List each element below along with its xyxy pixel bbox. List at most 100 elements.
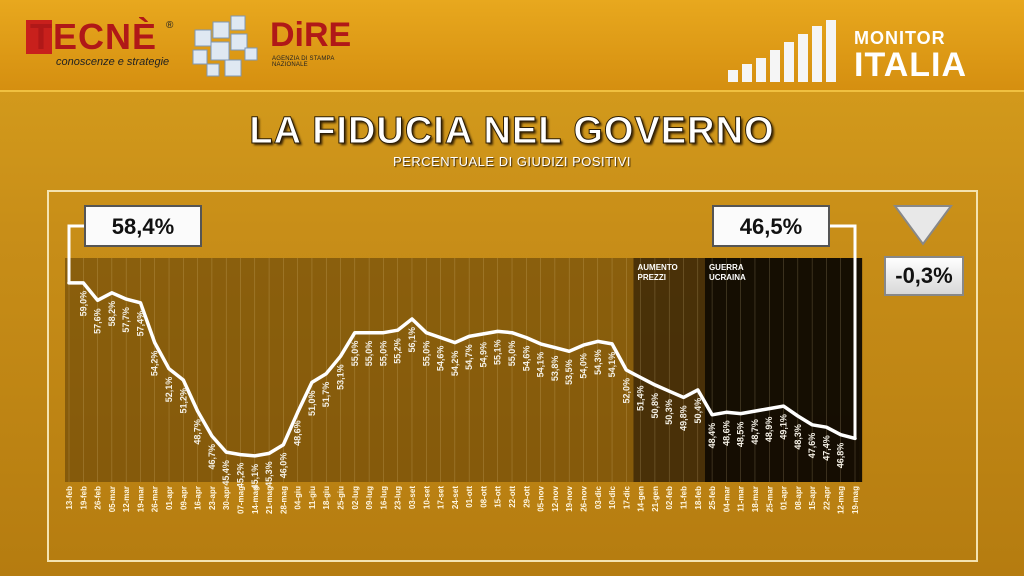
x-tick-label: 17-dic	[622, 485, 631, 509]
x-tick-label: 01-apr	[165, 486, 174, 510]
tecne-logo-subtitle: conoscenze e strategie	[56, 56, 170, 68]
x-tick-label: 14-gen	[637, 486, 646, 512]
x-tick-label: 01-ott	[465, 486, 474, 508]
chart-subtitle: PERCENTUALE DI GIUDIZI POSITIVI	[393, 154, 631, 169]
data-label: 55,1%	[493, 339, 503, 365]
x-tick-label: 19-nov	[565, 485, 574, 511]
data-label: 53,1%	[336, 364, 346, 390]
x-tick-label: 26-mar	[151, 486, 160, 512]
data-label: 52,1%	[164, 377, 174, 403]
data-label: 49,1%	[779, 414, 789, 440]
x-tick-label: 18-giu	[322, 486, 331, 510]
bar-chart-icon	[728, 20, 836, 82]
data-point	[367, 331, 371, 334]
data-point	[510, 331, 514, 334]
band-label-1: GUERRA	[709, 263, 744, 272]
data-point	[639, 376, 642, 379]
data-point	[567, 350, 571, 353]
data-label: 50,8%	[650, 393, 660, 419]
data-point	[124, 297, 128, 301]
data-label: 48,4%	[707, 423, 717, 449]
x-tick-label: 05-nov	[537, 485, 546, 511]
x-tick-label: 15-ott	[494, 486, 503, 508]
data-point	[582, 343, 585, 347]
x-tick-label: 09-lug	[365, 486, 374, 510]
data-point	[782, 404, 785, 408]
data-label: 59,0%	[78, 291, 88, 317]
x-tick-label: 04-mar	[722, 486, 731, 512]
data-point	[796, 414, 800, 418]
data-label: 45,4%	[221, 460, 231, 486]
data-label: 54,6%	[436, 346, 446, 372]
data-label: 48,7%	[193, 419, 203, 445]
x-tick-label: 19-feb	[79, 486, 88, 510]
x-tick-label: 28-mag	[279, 486, 288, 514]
data-point	[82, 281, 85, 285]
x-tick-label: 25-giu	[337, 486, 346, 510]
data-label: 48,6%	[293, 420, 303, 446]
x-tick-label: 04-giu	[294, 486, 303, 510]
data-label: 55,0%	[421, 341, 431, 367]
x-tick-label: 08-apr	[794, 486, 803, 510]
first-callout-leader	[67, 224, 85, 283]
x-tick-label: 13-feb	[65, 486, 74, 510]
data-label: 56,1%	[407, 327, 417, 353]
data-point	[453, 341, 457, 344]
data-point	[610, 342, 614, 346]
data-point	[525, 336, 528, 339]
data-label: 54,1%	[536, 352, 546, 378]
data-label: 51,7%	[321, 382, 331, 408]
x-tick-label: 16-lug	[379, 486, 388, 510]
data-label: 58,2%	[107, 301, 117, 327]
data-point	[739, 412, 742, 415]
dire-logo-text: DiRE	[270, 16, 352, 54]
data-label: 51,2%	[178, 388, 188, 414]
data-point	[267, 452, 271, 455]
registered-mark: ®	[166, 20, 174, 31]
x-tick-label: 18-mar	[751, 486, 760, 512]
data-label: 53,8%	[550, 356, 560, 382]
data-label: 50,4%	[693, 398, 703, 424]
last-callout-box	[712, 205, 830, 247]
data-point	[768, 407, 771, 410]
data-point	[839, 433, 842, 436]
x-tick-label: 12-mag	[837, 486, 846, 514]
data-label: 54,6%	[521, 346, 531, 372]
data-point	[382, 331, 385, 334]
x-tick-label: 02-feb	[665, 486, 674, 510]
x-tick-label: 24-set	[451, 486, 460, 509]
data-label: 49,8%	[679, 405, 689, 431]
header-bar: TECNÈ ® conoscenze e strategie DiRE AGEN…	[0, 0, 1024, 92]
x-tick-label: 03-dic	[594, 485, 603, 509]
data-point	[539, 342, 542, 346]
data-label: 48,3%	[793, 424, 803, 450]
data-label: 51,4%	[636, 385, 646, 411]
data-label: 47,6%	[807, 433, 817, 459]
trend-line	[67, 281, 857, 458]
data-point	[467, 335, 471, 338]
x-tick-label: 05-mar	[108, 486, 117, 512]
data-label: 51,0%	[307, 390, 317, 416]
down-triangle-icon	[893, 205, 953, 246]
band-label-0: AUMENTO	[637, 263, 677, 272]
x-tick-label: 23-lug	[394, 486, 403, 510]
data-label: 48,6%	[721, 420, 731, 446]
x-tick-label: 10-set	[422, 486, 431, 509]
data-point	[296, 411, 299, 414]
tecne-logo-mark	[26, 20, 52, 54]
cubes-logo-icon	[192, 15, 258, 77]
data-point	[682, 396, 685, 399]
x-tick-label: 21-mag	[265, 486, 274, 514]
data-point	[353, 331, 357, 334]
last-callout-leader	[829, 224, 857, 439]
band-label-0: PREZZI	[637, 273, 665, 282]
first-callout-value: 58,4%	[112, 214, 174, 239]
data-label: 54,7%	[464, 344, 474, 370]
x-tick-label: 11-giu	[308, 486, 317, 509]
band-0	[633, 258, 705, 482]
last-callout-value: 46,5%	[740, 214, 802, 239]
x-tick-label: 11-feb	[680, 486, 689, 509]
dire-logo: DiRE AGENZIA DI STAMPA NAZIONALE	[270, 16, 370, 72]
data-point	[425, 331, 428, 334]
data-label: 55,0%	[378, 341, 388, 367]
